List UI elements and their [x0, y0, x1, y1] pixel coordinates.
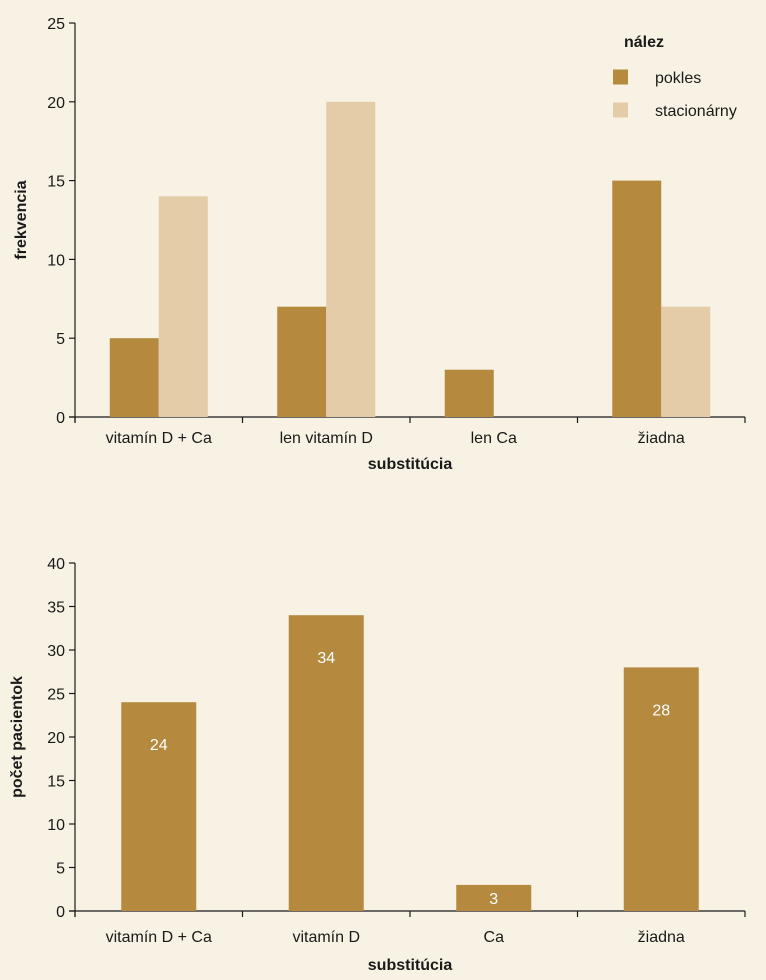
bar-value-2 [456, 884, 532, 911]
bar-stacionárny-3 [661, 306, 711, 417]
y-tick-label: 40 [47, 556, 65, 573]
x-category-label: vitamín D + Ca [106, 430, 212, 447]
x-category-label: vitamín D [292, 929, 360, 946]
bar-data-label: 28 [652, 702, 670, 719]
bar-stacionárny-1 [326, 101, 376, 418]
x-category-label: Ca [484, 929, 505, 946]
y-tick-label: 20 [47, 95, 65, 112]
y-axis-title: počet pacientok [9, 676, 26, 798]
x-category-label: vitamín D + Ca [106, 929, 212, 946]
y-tick-label: 25 [47, 16, 65, 33]
y-tick-label: 30 [47, 643, 65, 660]
bar-data-label: 24 [150, 737, 168, 754]
x-axis-title: substitúcia [368, 456, 453, 473]
y-tick-label: 25 [47, 687, 65, 704]
y-tick-label: 5 [56, 861, 65, 878]
bar-data-label: 3 [489, 891, 498, 908]
legend-label-stacionárny: stacionárny [655, 103, 737, 120]
bar-pokles-0 [109, 338, 159, 417]
legend-swatch-stacionárny [613, 102, 628, 118]
x-category-label: len Ca [471, 430, 517, 447]
bar-stacionárny-0 [158, 196, 208, 417]
bar-data-label: 34 [317, 650, 335, 667]
bar-value-3 [623, 667, 699, 911]
y-tick-label: 15 [47, 774, 65, 791]
y-tick-label: 15 [47, 174, 65, 191]
y-tick-label: 35 [47, 600, 65, 617]
x-category-label: žiadna [638, 929, 685, 946]
y-axis-title: frekvencia [13, 180, 30, 259]
x-category-label: žiadna [638, 430, 685, 447]
y-tick-label: 0 [56, 410, 65, 427]
legend-label-pokles: pokles [655, 70, 701, 87]
y-tick-label: 20 [47, 730, 65, 747]
y-tick-label: 5 [56, 331, 65, 348]
bar-pokles-1 [277, 306, 327, 417]
bar-pokles-3 [612, 180, 662, 417]
y-tick-label: 0 [56, 904, 65, 921]
bar-value-1 [288, 615, 364, 911]
legend-swatch-pokles [613, 69, 628, 85]
x-category-label: len vitamín D [280, 430, 373, 447]
x-axis-title: substitúcia [368, 957, 453, 974]
legend-title: nález [624, 34, 664, 51]
y-tick-label: 10 [47, 252, 65, 269]
top-chart-frequency-by-substitution: 0 5 10 15 20 25 vitamín D + Ca len vitamín D len… [13, 16, 746, 473]
y-tick-label: 10 [47, 817, 65, 834]
bar-pokles-2 [444, 369, 494, 417]
bottom-chart-patients-by-substitution: 0 5 10 15 20 25 30 35 40 vitamín D + Ca vitamín D C… [9, 556, 746, 974]
bar-value-0 [121, 702, 197, 911]
